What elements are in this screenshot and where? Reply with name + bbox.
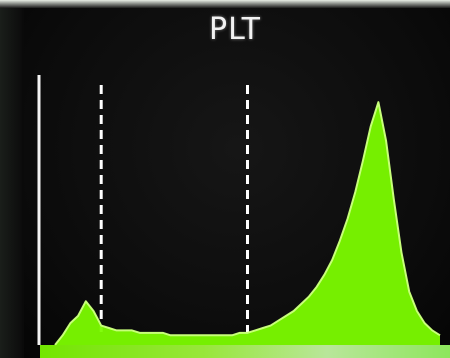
chart-title: PLT	[209, 12, 261, 47]
distribution-area	[55, 102, 440, 346]
distribution-outline	[54, 101, 441, 346]
display-top-bezel	[0, 0, 450, 8]
threshold-markers	[99, 85, 249, 332]
baseline-glow	[40, 345, 450, 358]
display-left-edge	[0, 0, 22, 358]
